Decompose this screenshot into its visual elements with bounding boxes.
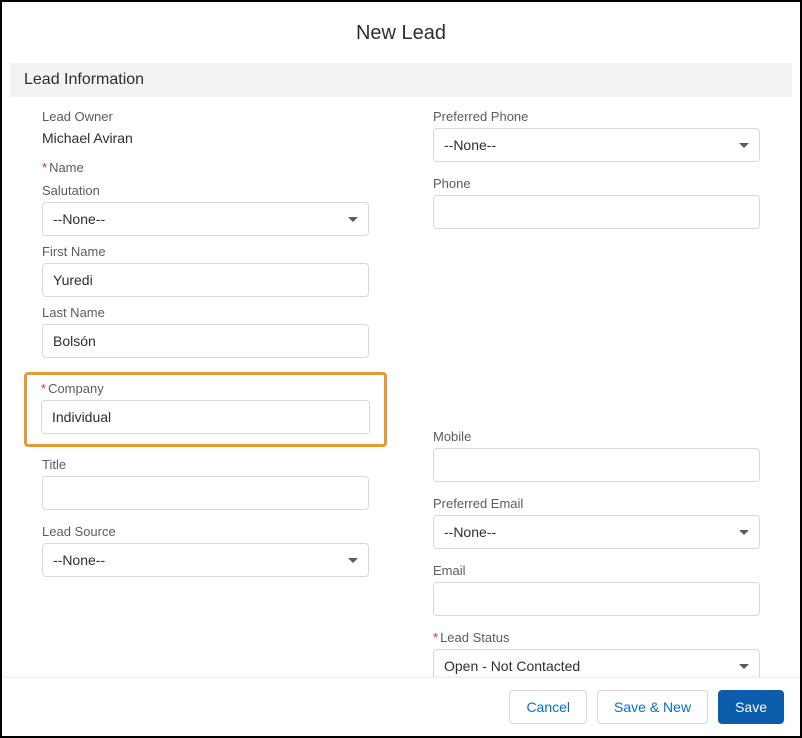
save-button[interactable]: Save xyxy=(718,690,784,724)
label-email: Email xyxy=(433,563,760,578)
preferred-phone-select[interactable]: --None-- xyxy=(433,128,760,162)
modal-title: New Lead xyxy=(2,2,800,63)
label-title: Title xyxy=(42,457,369,472)
lead-status-value: Open - Not Contacted xyxy=(444,658,580,674)
field-name-group: Name Salutation --None-- First Name Last… xyxy=(24,160,387,358)
label-name: Name xyxy=(42,160,369,175)
form-body: Lead Owner Michael Aviran Name Salutatio… xyxy=(2,97,800,697)
section-header-lead-info: Lead Information xyxy=(10,63,792,97)
first-name-input[interactable] xyxy=(42,263,369,297)
label-preferred-phone: Preferred Phone xyxy=(433,109,760,124)
field-lead-status: Lead Status Open - Not Contacted xyxy=(415,630,778,683)
value-lead-owner: Michael Aviran xyxy=(42,128,369,146)
email-input[interactable] xyxy=(433,582,760,616)
preferred-email-value: --None-- xyxy=(444,524,496,540)
label-mobile: Mobile xyxy=(433,429,760,444)
cancel-button[interactable]: Cancel xyxy=(509,690,587,724)
field-phone: Phone xyxy=(415,176,778,229)
label-lead-status: Lead Status xyxy=(433,630,760,645)
phone-input[interactable] xyxy=(433,195,760,229)
field-lead-source: Lead Source --None-- xyxy=(24,524,387,577)
field-mobile: Mobile xyxy=(415,429,778,482)
lead-source-value: --None-- xyxy=(53,552,105,568)
field-preferred-email: Preferred Email --None-- xyxy=(415,496,778,549)
chevron-down-icon xyxy=(739,664,749,669)
preferred-email-select[interactable]: --None-- xyxy=(433,515,760,549)
field-title: Title xyxy=(24,457,387,510)
salutation-value: --None-- xyxy=(53,211,105,227)
chevron-down-icon xyxy=(739,530,749,535)
save-and-new-button[interactable]: Save & New xyxy=(597,690,708,724)
chevron-down-icon xyxy=(348,217,358,222)
field-preferred-phone: Preferred Phone --None-- xyxy=(415,109,778,162)
chevron-down-icon xyxy=(348,558,358,563)
label-first-name: First Name xyxy=(42,244,369,259)
label-salutation: Salutation xyxy=(42,183,369,198)
field-lead-owner: Lead Owner Michael Aviran xyxy=(24,109,387,146)
right-column: Preferred Phone --None-- Phone Mobile Pr… xyxy=(415,109,778,697)
preferred-phone-value: --None-- xyxy=(444,137,496,153)
footer: Cancel Save & New Save xyxy=(2,677,800,736)
chevron-down-icon xyxy=(739,143,749,148)
company-input[interactable] xyxy=(41,400,370,434)
label-lead-source: Lead Source xyxy=(42,524,369,539)
lead-source-select[interactable]: --None-- xyxy=(42,543,369,577)
company-highlight: Company xyxy=(24,372,387,447)
label-company: Company xyxy=(41,381,370,396)
label-phone: Phone xyxy=(433,176,760,191)
salutation-select[interactable]: --None-- xyxy=(42,202,369,236)
label-preferred-email: Preferred Email xyxy=(433,496,760,511)
field-email: Email xyxy=(415,563,778,616)
mobile-input[interactable] xyxy=(433,448,760,482)
left-column: Lead Owner Michael Aviran Name Salutatio… xyxy=(24,109,387,697)
title-input[interactable] xyxy=(42,476,369,510)
label-last-name: Last Name xyxy=(42,305,369,320)
label-lead-owner: Lead Owner xyxy=(42,109,369,124)
last-name-input[interactable] xyxy=(42,324,369,358)
